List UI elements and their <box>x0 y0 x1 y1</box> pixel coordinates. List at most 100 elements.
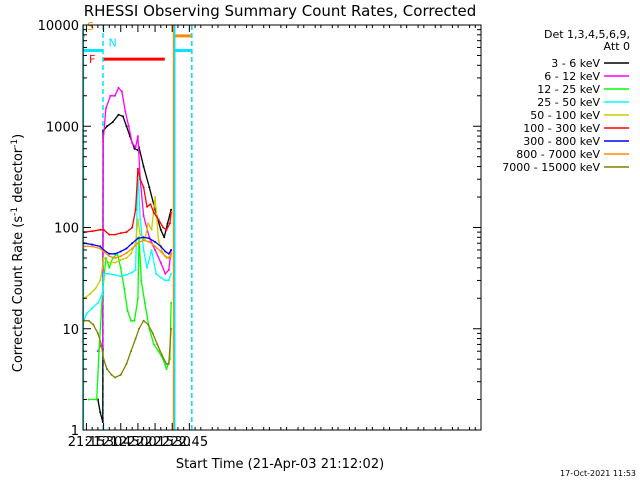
data-point <box>91 245 94 248</box>
data-point <box>139 218 142 221</box>
footer-timestamp: 17-Oct-2021 11:53 <box>560 469 636 478</box>
y-tick-label: 10 <box>62 323 79 338</box>
data-point <box>164 255 167 258</box>
data-point <box>133 319 136 322</box>
data-point <box>122 115 124 118</box>
series-line <box>88 236 172 401</box>
data-point <box>114 376 116 379</box>
legend-label: 7000 - 15000 keV <box>502 161 600 174</box>
data-point <box>134 208 137 211</box>
series-line <box>83 171 172 321</box>
data-point <box>134 146 137 149</box>
data-point <box>95 398 98 401</box>
data-point <box>165 368 168 370</box>
y-tick-label: 10000 <box>38 19 79 34</box>
series-line <box>97 87 172 352</box>
data-point <box>119 250 122 253</box>
data-point <box>143 301 146 304</box>
data-point <box>160 354 163 356</box>
data-point <box>131 142 134 145</box>
data-point <box>130 350 132 353</box>
y-label-end: ) <box>11 134 26 139</box>
data-point <box>119 258 122 261</box>
data-point <box>111 121 114 124</box>
x-tick-label: 21:45 <box>102 435 139 450</box>
data-point <box>136 297 139 300</box>
data-point <box>154 196 157 198</box>
data-point <box>120 90 123 93</box>
data-point <box>91 243 94 246</box>
data-point <box>142 165 145 168</box>
data-point <box>126 309 129 312</box>
data-point <box>159 276 162 279</box>
data-point <box>106 125 108 128</box>
data-point <box>114 273 116 276</box>
data-point <box>142 249 145 251</box>
legend-label: 25 - 50 keV <box>537 96 600 109</box>
data-point <box>130 252 132 255</box>
data-point <box>170 301 173 304</box>
data-point <box>165 228 168 231</box>
data-point <box>83 245 86 248</box>
data-point <box>163 236 166 239</box>
data-point <box>148 237 151 240</box>
data-point <box>119 373 122 376</box>
data-point <box>159 245 162 248</box>
y-label-mid: detector <box>11 147 26 207</box>
data-point <box>167 257 170 259</box>
data-point <box>166 222 169 225</box>
data-point <box>104 107 107 110</box>
data-point <box>117 113 120 116</box>
data-point <box>170 249 173 251</box>
series-line <box>84 320 172 379</box>
x-tick-label: 22:15 <box>136 435 173 450</box>
data-point <box>99 228 102 231</box>
data-point <box>125 257 128 259</box>
data-point <box>157 350 160 353</box>
data-point <box>131 247 134 250</box>
data-point <box>91 230 94 233</box>
data-point <box>87 398 90 401</box>
data-point <box>164 279 167 282</box>
data-point <box>146 205 148 208</box>
data-point <box>142 319 145 322</box>
x-tick-label: 21:30 <box>85 435 122 450</box>
data-point <box>101 293 104 296</box>
data-point <box>107 272 110 275</box>
data-point <box>125 252 128 254</box>
data-point <box>114 94 116 97</box>
data-point <box>99 247 102 250</box>
data-point <box>136 242 139 245</box>
data-point <box>125 247 128 250</box>
data-point <box>88 293 91 296</box>
data-point <box>102 250 105 253</box>
data-point <box>136 167 139 170</box>
data-point <box>114 261 116 264</box>
data-point <box>101 266 104 269</box>
data-point <box>133 147 136 150</box>
legend-label: 3 - 6 keV <box>551 57 600 70</box>
data-point <box>130 319 132 322</box>
data-point <box>102 257 105 259</box>
legend-label: 12 - 25 keV <box>537 83 600 96</box>
data-point <box>142 215 145 217</box>
y-tick-label: 1000 <box>46 120 79 135</box>
data-point <box>99 411 102 414</box>
data-point <box>164 272 167 275</box>
data-point <box>152 211 155 214</box>
legend-label: 800 - 7000 keV <box>516 148 600 161</box>
data-point <box>146 266 148 269</box>
data-point <box>157 239 160 242</box>
data-point <box>159 261 162 264</box>
flag-label: F <box>89 53 95 66</box>
data-point <box>148 240 151 243</box>
data-point <box>149 203 152 206</box>
flag-layer: S NF <box>83 20 192 66</box>
data-point <box>114 252 116 255</box>
data-point <box>131 226 134 229</box>
data-point <box>83 319 86 322</box>
